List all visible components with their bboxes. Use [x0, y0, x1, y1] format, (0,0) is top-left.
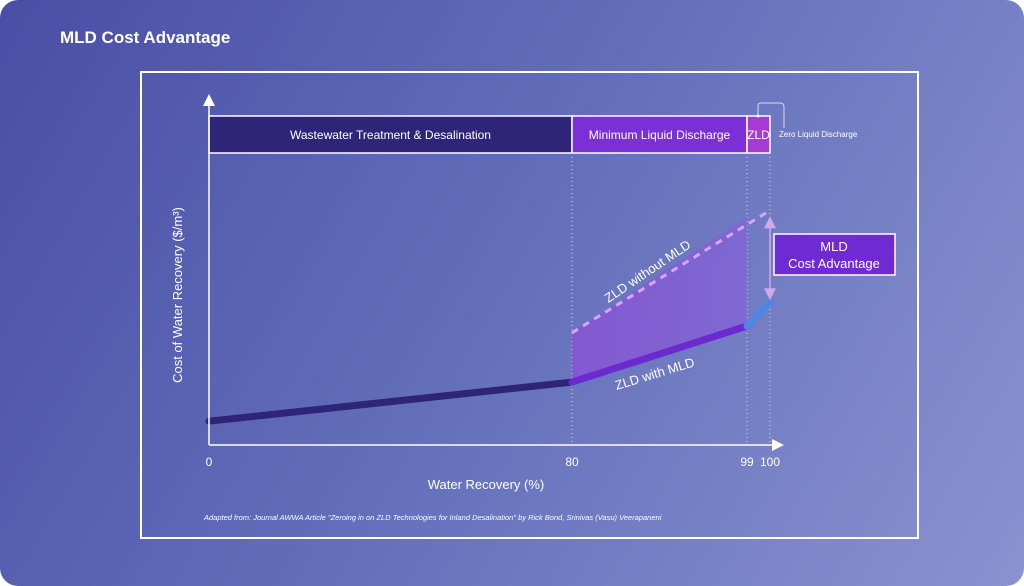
- region-band: [571, 115, 748, 154]
- source-note: Adapted from: Journal AWWA Article "Zero…: [203, 513, 662, 522]
- region-label: Wastewater Treatment & Desalination: [290, 128, 491, 142]
- x-tick-label: 100: [760, 455, 780, 469]
- cost-advantage-box: [773, 233, 896, 276]
- region-label: ZLD: [747, 128, 770, 142]
- x-axis-label: Water Recovery (%): [428, 477, 545, 492]
- page-title: MLD Cost Advantage: [60, 28, 230, 47]
- cost-advantage-label-2: Cost Advantage: [788, 256, 880, 271]
- cost-advantage-label-1: MLD: [820, 239, 847, 254]
- zld-with-mld-segment: [205, 378, 576, 425]
- region-label: Minimum Liquid Discharge: [589, 128, 731, 142]
- zld-callout-dot: [756, 114, 760, 118]
- chart-frame: [140, 71, 919, 539]
- y-axis-label: Cost of Water Recovery ($/m³): [170, 207, 185, 383]
- region-band: [208, 115, 573, 154]
- cost-advantage-area: [572, 216, 747, 383]
- x-tick-label: 99: [740, 455, 754, 469]
- x-tick-label: 0: [206, 455, 213, 469]
- zld-with-mld-segment: [743, 298, 774, 330]
- zld-callout-label: Zero Liquid Discharge: [779, 130, 858, 139]
- zld-with-mld-segment: [568, 322, 751, 386]
- zld-callout-bracket: [757, 102, 785, 128]
- x-tick-label: 80: [565, 455, 579, 469]
